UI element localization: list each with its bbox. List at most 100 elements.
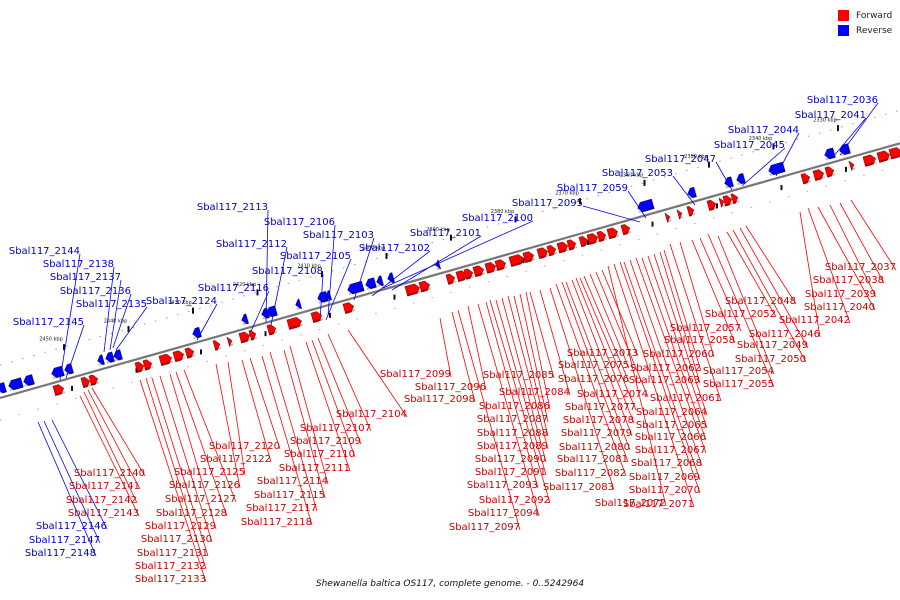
gene-label[interactable]: Sbal117_2090 — [475, 454, 546, 465]
forward-gene-arrow[interactable] — [159, 353, 173, 366]
gene-label[interactable]: Sbal117_2036 — [807, 95, 878, 106]
reverse-gene-arrow[interactable] — [375, 276, 383, 287]
gene-label[interactable]: Sbal117_2108 — [252, 266, 323, 277]
forward-gene-arrow[interactable] — [446, 273, 456, 285]
gene-label[interactable]: Sbal117_2126 — [169, 480, 240, 491]
forward-gene-arrow[interactable] — [801, 172, 811, 184]
forward-gene-arrow[interactable] — [889, 146, 900, 159]
gene-label[interactable]: Sbal117_2068 — [631, 458, 702, 469]
reverse-gene-arrow[interactable] — [7, 378, 23, 391]
gene-label[interactable]: Sbal117_2052 — [705, 309, 776, 320]
gene-label[interactable]: Sbal117_2100 — [462, 213, 533, 224]
gene-label[interactable]: Sbal117_2116 — [198, 283, 269, 294]
gene-label[interactable]: Sbal117_2101 — [410, 228, 481, 239]
gene-label[interactable]: Sbal117_2066 — [635, 432, 706, 443]
gene-label[interactable]: Sbal117_2122 — [200, 454, 271, 465]
gene-label[interactable]: Sbal117_2120 — [209, 441, 280, 452]
gene-label[interactable]: Sbal117_2095 — [512, 198, 583, 209]
reverse-gene-arrow[interactable] — [838, 144, 850, 156]
gene-label[interactable]: Sbal117_2093 — [467, 480, 538, 491]
gene-label[interactable]: Sbal117_2042 — [779, 315, 850, 326]
gene-label[interactable]: Sbal117_2053 — [602, 168, 673, 179]
reverse-gene-arrow[interactable] — [636, 199, 654, 213]
gene-label[interactable]: Sbal117_2038 — [813, 275, 884, 286]
gene-label[interactable]: Sbal117_2118 — [241, 517, 312, 528]
gene-label[interactable]: Sbal117_2073 — [567, 348, 638, 359]
gene-label[interactable]: Sbal117_2114 — [257, 476, 328, 487]
forward-gene-arrow[interactable] — [707, 199, 717, 211]
gene-label[interactable]: Sbal117_2087 — [477, 414, 548, 425]
gene-label[interactable]: Sbal117_2046 — [749, 329, 820, 340]
forward-gene-arrow[interactable] — [89, 374, 99, 386]
forward-gene-arrow[interactable] — [249, 329, 257, 340]
gene-label[interactable]: Sbal117_2103 — [303, 230, 374, 241]
gene-label[interactable]: Sbal117_2105 — [280, 251, 351, 262]
forward-gene-arrow[interactable] — [405, 283, 421, 296]
reverse-gene-arrow[interactable] — [767, 162, 785, 176]
forward-gene-arrow[interactable] — [677, 208, 684, 219]
forward-gene-arrow[interactable] — [863, 154, 877, 167]
forward-gene-arrow[interactable] — [523, 250, 535, 262]
gene-label[interactable]: Sbal117_2131 — [137, 548, 208, 559]
forward-gene-arrow[interactable] — [495, 258, 507, 270]
gene-label[interactable]: Sbal117_2062 — [630, 363, 701, 374]
gene-label[interactable]: Sbal117_2049 — [737, 340, 808, 351]
gene-label[interactable]: Sbal117_2060 — [643, 349, 714, 360]
forward-gene-arrow[interactable] — [567, 239, 577, 251]
forward-gene-arrow[interactable] — [343, 301, 355, 313]
forward-gene-arrow[interactable] — [53, 383, 65, 395]
gene-label[interactable]: Sbal117_2064 — [636, 407, 707, 418]
reverse-gene-arrow[interactable] — [735, 173, 745, 185]
gene-label[interactable]: Sbal117_2040 — [804, 302, 875, 313]
gene-label[interactable]: Sbal117_2045 — [714, 140, 785, 151]
gene-label[interactable]: Sbal117_2128 — [156, 508, 227, 519]
gene-label[interactable]: Sbal117_2063 — [629, 375, 700, 386]
gene-label[interactable]: Sbal117_2089 — [477, 441, 548, 452]
gene-label[interactable]: Sbal117_2076 — [558, 374, 629, 385]
forward-gene-arrow[interactable] — [825, 166, 835, 178]
gene-label[interactable]: Sbal117_2096 — [415, 382, 486, 393]
forward-gene-arrow[interactable] — [173, 349, 185, 361]
forward-gene-arrow[interactable] — [287, 316, 303, 329]
gene-label[interactable]: Sbal117_2138 — [43, 259, 114, 270]
gene-label[interactable]: Sbal117_2041 — [795, 110, 866, 121]
forward-gene-arrow[interactable] — [509, 253, 525, 266]
forward-gene-arrow[interactable] — [547, 244, 557, 256]
forward-gene-arrow[interactable] — [665, 212, 672, 223]
forward-gene-arrow[interactable] — [143, 359, 153, 371]
gene-label[interactable]: Sbal117_2085 — [483, 370, 554, 381]
gene-label[interactable]: Sbal117_2088 — [477, 428, 548, 439]
gene-label[interactable]: Sbal117_2140 — [74, 468, 145, 479]
forward-gene-arrow[interactable] — [687, 205, 695, 216]
gene-label[interactable]: Sbal117_2141 — [69, 481, 140, 492]
gene-label[interactable]: Sbal117_2146 — [36, 521, 107, 532]
gene-label[interactable]: Sbal117_2092 — [479, 495, 550, 506]
gene-label[interactable]: Sbal117_2135 — [76, 299, 147, 310]
gene-label[interactable]: Sbal117_2129 — [145, 521, 216, 532]
gene-label[interactable]: Sbal117_2147 — [29, 535, 100, 546]
gene-label[interactable]: Sbal117_2097 — [449, 522, 520, 533]
gene-label[interactable]: Sbal117_2077 — [565, 402, 636, 413]
gene-label[interactable]: Sbal117_2098 — [404, 394, 475, 405]
gene-label[interactable]: Sbal117_2055 — [703, 379, 774, 390]
reverse-gene-arrow[interactable] — [294, 299, 302, 310]
gene-label[interactable]: Sbal117_2142 — [66, 495, 137, 506]
gene-label[interactable]: Sbal117_2075 — [558, 360, 629, 371]
forward-gene-arrow[interactable] — [213, 339, 221, 350]
gene-label[interactable]: Sbal117_2117 — [246, 503, 317, 514]
gene-label[interactable]: Sbal117_2124 — [146, 296, 217, 307]
gene-label[interactable]: Sbal117_2065 — [636, 420, 707, 431]
gene-label[interactable]: Sbal117_2110 — [284, 449, 355, 460]
gene-label[interactable]: Sbal117_2058 — [664, 335, 735, 346]
gene-label[interactable]: Sbal117_2125 — [174, 467, 245, 478]
gene-label[interactable]: Sbal117_2083 — [543, 482, 614, 493]
forward-gene-arrow[interactable] — [621, 223, 631, 235]
reverse-gene-arrow[interactable] — [0, 382, 7, 394]
forward-gene-arrow[interactable] — [267, 323, 277, 335]
forward-gene-arrow[interactable] — [607, 227, 619, 239]
gene-label[interactable]: Sbal117_2084 — [499, 387, 570, 398]
gene-label[interactable]: Sbal117_2072 — [595, 498, 666, 509]
gene-label[interactable]: Sbal117_2094 — [468, 508, 539, 519]
gene-label[interactable]: Sbal117_2113 — [197, 202, 268, 213]
gene-label[interactable]: Sbal117_2104 — [336, 409, 407, 420]
